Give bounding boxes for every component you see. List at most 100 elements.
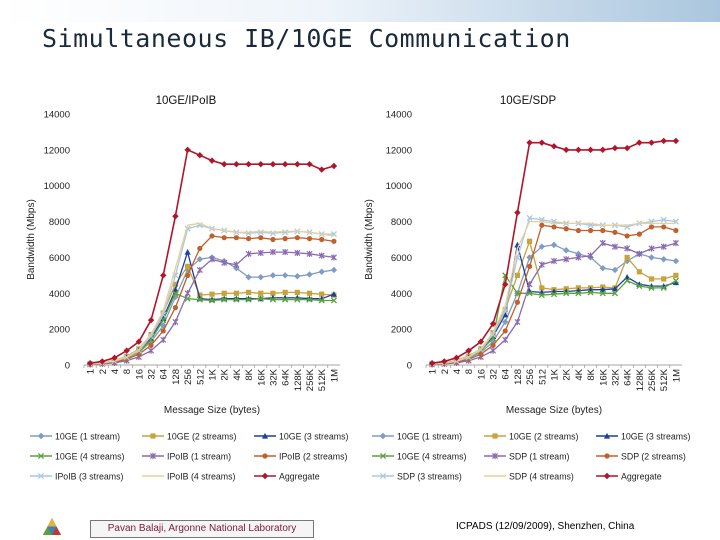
chart1-data-point bbox=[185, 263, 191, 269]
chart1-data-point bbox=[330, 266, 338, 274]
chart1-legend-label: 10GE (2 streams) bbox=[167, 432, 236, 442]
chart1-x-tick-label: 1M bbox=[329, 369, 340, 382]
chart1-series-8 bbox=[90, 222, 334, 365]
chart1-data-point bbox=[196, 256, 204, 263]
chart2-series-9 bbox=[428, 137, 680, 367]
chart1-data-point bbox=[209, 291, 215, 297]
chart1-data-point bbox=[245, 230, 252, 237]
chart2-data-point bbox=[660, 284, 667, 291]
chart2-y-tick-label: 10000 bbox=[386, 181, 412, 192]
chart1-data-point bbox=[330, 254, 337, 261]
chart1-data-point bbox=[135, 338, 143, 345]
chart1-x-tick-label: 256K bbox=[305, 368, 316, 391]
chart2-data-point bbox=[648, 254, 655, 261]
footer-author: Pavan Balaji, Argonne National Laborator… bbox=[90, 520, 314, 538]
chart1-data-point bbox=[257, 273, 264, 281]
chart2-x-tick-label: 1K bbox=[550, 368, 561, 380]
chart1-legend-marker bbox=[261, 472, 269, 480]
chart1-data-point bbox=[257, 295, 264, 302]
chart2-data-point bbox=[636, 250, 643, 257]
chart1-legend-marker bbox=[150, 433, 156, 439]
chart2-data-point bbox=[563, 290, 570, 297]
chart1-data-point bbox=[306, 271, 313, 278]
chart2-data-point bbox=[575, 146, 582, 154]
chart1-data-point bbox=[245, 161, 252, 168]
chart1-legend-entry bbox=[30, 432, 52, 440]
chart2-data-point bbox=[672, 239, 679, 247]
chart1-data-point bbox=[99, 358, 106, 365]
chart1-data-point bbox=[245, 296, 252, 303]
chart2-data-point bbox=[587, 227, 594, 234]
chart1-x-tick-label: 8K bbox=[244, 368, 255, 380]
chart1-data-point bbox=[196, 266, 203, 274]
chart2-series-line bbox=[432, 220, 676, 365]
chart1-legend-entry bbox=[142, 452, 164, 460]
chart2-data-point bbox=[600, 227, 606, 234]
chart1-x-tick-label: 32K bbox=[268, 368, 279, 386]
chart1-data-point bbox=[208, 297, 216, 304]
chart2-y-tick-label: 0 bbox=[407, 361, 412, 372]
chart1-data-point bbox=[221, 290, 227, 296]
chart2-data-point bbox=[490, 342, 496, 348]
chart1-data-point bbox=[282, 294, 289, 301]
chart1-series-line bbox=[90, 222, 334, 365]
chart1-legend-marker bbox=[37, 432, 45, 440]
chart2-title: 10GE/SDP bbox=[500, 95, 557, 107]
chart2-data-point bbox=[526, 214, 533, 222]
chart1-data-point bbox=[318, 297, 325, 304]
chart2-data-point bbox=[661, 224, 667, 230]
chart2-legend-marker bbox=[603, 432, 611, 439]
chart2-legend-label: SDP (4 streams) bbox=[509, 472, 574, 482]
chart2-data-point bbox=[489, 320, 497, 327]
chart2-data-point bbox=[648, 139, 655, 146]
chart2-legend-entry bbox=[372, 472, 394, 480]
chart1-data-point bbox=[197, 292, 203, 298]
chart1-data-point bbox=[270, 236, 276, 243]
chart2-data-point bbox=[563, 226, 569, 232]
chart1-y-tick-label: 14000 bbox=[44, 110, 70, 121]
chart1-data-point bbox=[208, 256, 216, 263]
chart1-data-point bbox=[245, 236, 252, 242]
chart2-data-point bbox=[453, 354, 460, 362]
chart2-legend-entry bbox=[484, 452, 506, 460]
chart2-data-point bbox=[648, 276, 655, 282]
chart2-x-tick-label: 16 bbox=[476, 369, 487, 380]
chart1-data-point bbox=[147, 335, 155, 341]
chart1-data-point bbox=[306, 236, 313, 242]
chart1-data-point bbox=[269, 161, 277, 168]
chart2-data-point bbox=[648, 224, 655, 230]
chart2-legend-label: 10GE (4 streams) bbox=[397, 452, 466, 462]
chart1-data-point bbox=[135, 347, 142, 354]
chart1-data-point bbox=[245, 250, 252, 257]
chart1-data-point bbox=[233, 290, 239, 296]
chart2-data-point bbox=[526, 254, 533, 261]
chart2-data-point bbox=[587, 289, 594, 296]
chart1-data-point bbox=[294, 273, 301, 280]
chart2-data-point bbox=[550, 291, 558, 298]
chart1-data-point bbox=[172, 212, 179, 220]
chart1-data-point bbox=[136, 351, 142, 357]
chart1-data-point bbox=[269, 248, 276, 256]
argonne-logo-icon bbox=[43, 518, 61, 535]
chart1-data-point bbox=[221, 259, 228, 266]
chart2-data-point bbox=[648, 284, 655, 291]
chart1-y-tick-label: 12000 bbox=[44, 145, 70, 156]
chart2-data-point bbox=[612, 229, 618, 235]
chart1-legend-label: 10GE (3 streams) bbox=[279, 432, 348, 442]
chart2-x-tick-label: 2 bbox=[440, 369, 451, 374]
chart2-data-point bbox=[661, 276, 667, 282]
chart2-data-point bbox=[502, 281, 509, 288]
chart1-y-axis-label: Bandwidth (Mbps) bbox=[26, 199, 37, 280]
chart2-data-point bbox=[599, 290, 606, 297]
chart2-data-point bbox=[575, 290, 582, 297]
chart2-data-point bbox=[611, 285, 619, 292]
chart2-data-point bbox=[623, 144, 631, 152]
chart1-data-point bbox=[172, 281, 179, 287]
chart1-series-3 bbox=[86, 248, 338, 367]
chart2-x-tick-label: 128 bbox=[513, 369, 524, 385]
chart2-data-point bbox=[599, 239, 606, 247]
chart2-data-point bbox=[538, 243, 546, 250]
chart2-data-point bbox=[441, 358, 448, 365]
chart2-data-point bbox=[660, 243, 667, 250]
